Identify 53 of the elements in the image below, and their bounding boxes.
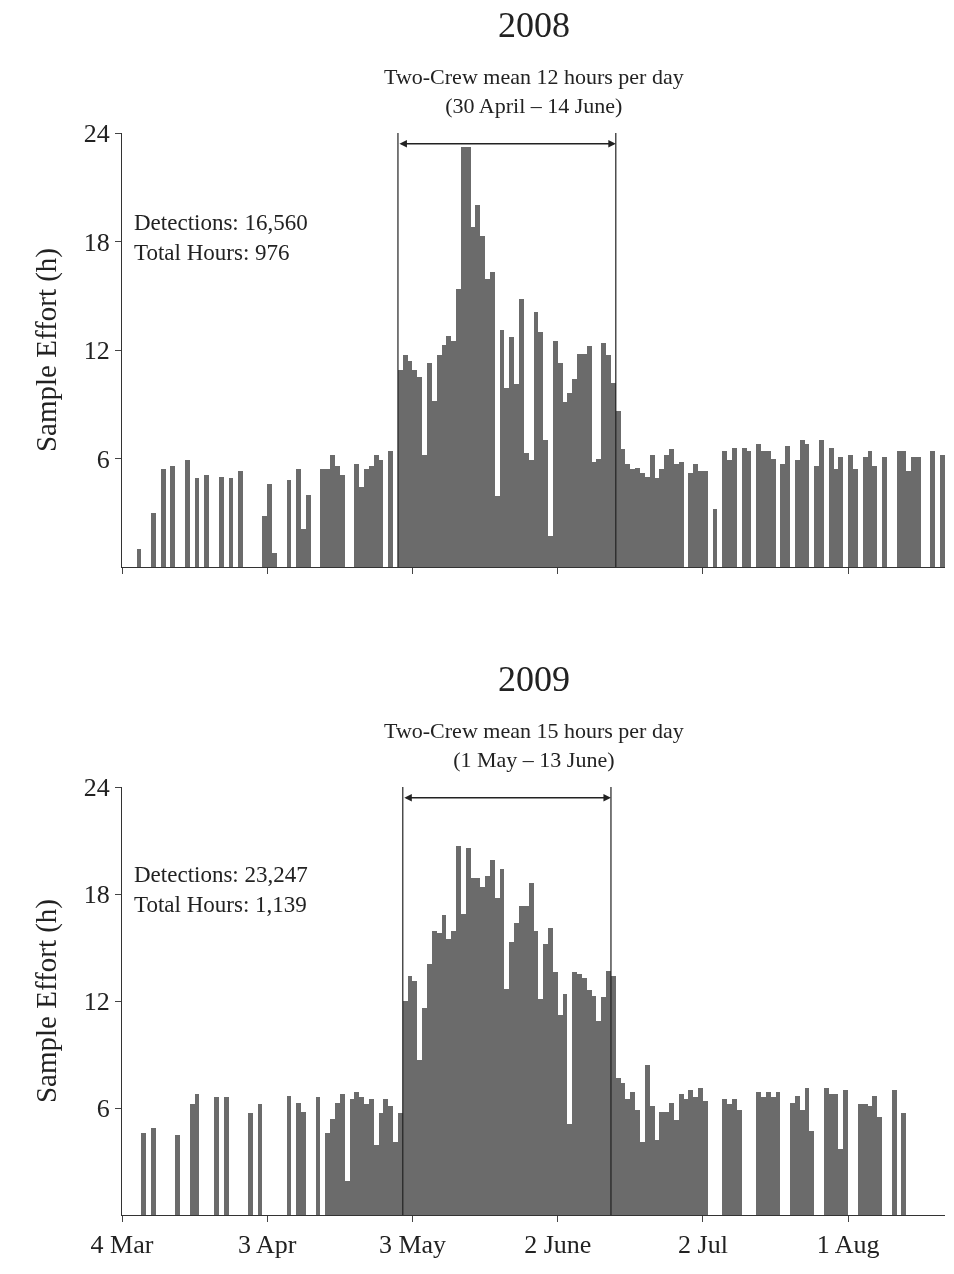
bar <box>195 478 199 567</box>
bar <box>204 475 209 567</box>
bar <box>219 477 224 567</box>
annotation: Detections: 16,560 Total Hours: 976 <box>134 210 308 265</box>
bar <box>892 1090 897 1215</box>
x-tick-label: 2 Jul <box>678 1230 728 1260</box>
bar <box>742 448 747 567</box>
x-tick-label: 4 Mar <box>90 1230 154 1260</box>
bar <box>829 448 834 567</box>
y-tick-label: 12 <box>83 987 110 1017</box>
bar <box>316 1097 320 1215</box>
y-tick-label: 6 <box>96 444 110 474</box>
y-axis-title: Sample Effort (h) <box>30 247 64 453</box>
annotation: Detections: 23,247 Total Hours: 1,139 <box>134 862 308 917</box>
y-tick-label: 24 <box>83 119 110 149</box>
bar <box>882 457 887 567</box>
chart-subtitle: Two-Crew mean 15 hours per day (1 May – 13 June) <box>384 718 684 772</box>
bar <box>185 460 190 567</box>
bar <box>388 451 393 567</box>
chart-subtitle: Two-Crew mean 12 hours per day (30 April – 14 June) <box>384 64 684 118</box>
chart-title: 2008 <box>498 5 570 45</box>
bar <box>151 1128 156 1215</box>
bar <box>930 451 935 567</box>
chart-title: 2009 <box>498 659 570 699</box>
bar <box>141 1133 146 1215</box>
bar <box>287 1096 291 1215</box>
bar <box>713 509 717 567</box>
bar <box>901 1113 906 1215</box>
bar <box>287 480 291 567</box>
bar <box>224 1097 229 1215</box>
bar <box>175 1135 180 1215</box>
y-tick-label: 18 <box>83 880 110 910</box>
bar <box>248 1113 253 1215</box>
x-tick-label: 3 May <box>378 1230 447 1260</box>
bar <box>238 471 243 567</box>
bar <box>229 478 233 567</box>
y-tick-label: 6 <box>96 1094 110 1124</box>
y-tick-label: 18 <box>83 227 110 257</box>
bar <box>838 457 843 567</box>
bar <box>137 549 141 567</box>
x-tick-label: 1 Aug <box>816 1230 880 1260</box>
y-tick-label: 12 <box>83 336 110 366</box>
x-tick-label: 2 June <box>524 1230 592 1260</box>
bar <box>403 355 408 567</box>
bar <box>151 513 156 567</box>
y-tick-label: 24 <box>83 773 110 803</box>
bar <box>940 455 945 567</box>
bar <box>214 1097 219 1215</box>
bar <box>161 469 166 567</box>
bar <box>170 466 175 567</box>
bar <box>258 1104 262 1215</box>
x-tick-label: 3 Apr <box>237 1230 297 1260</box>
y-axis-title: Sample Effort (h) <box>30 898 64 1104</box>
